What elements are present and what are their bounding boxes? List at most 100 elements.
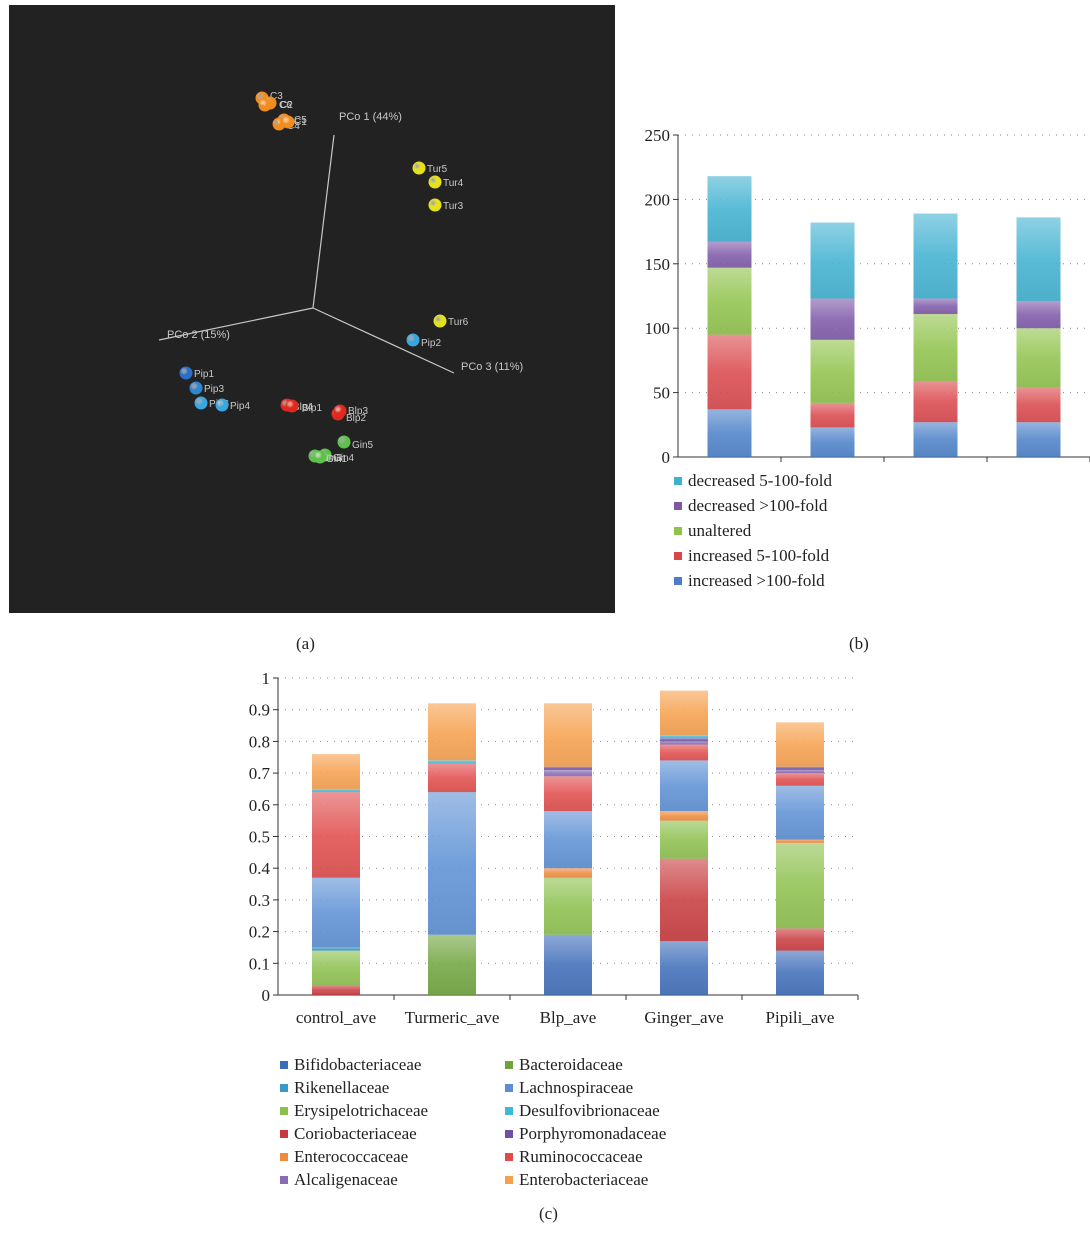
- fold-change-panel: 050100150200250TurmericGingerBlack peppe…: [620, 90, 1090, 630]
- legend-label: decreased >100-fold: [688, 495, 828, 515]
- bar-segment-shade: [707, 176, 752, 242]
- bar-segment-shade: [707, 267, 752, 335]
- bar-segment-shade: [428, 703, 476, 761]
- bar-segment-shade: [810, 339, 855, 403]
- bar-segment-shade: [707, 409, 752, 457]
- legend-swatch: [674, 576, 682, 585]
- bar-segment-shade: [544, 776, 592, 812]
- pcoa-axis-label: PCo 1 (44%): [339, 111, 402, 123]
- legend-label: Lachnospiraceae: [519, 1077, 634, 1097]
- pcoa-point-label: Tur5: [427, 164, 448, 175]
- x-tick-label: Black pepper: [890, 468, 980, 470]
- pcoa-point-tur6: [433, 314, 447, 328]
- pcoa-point-tur5: [412, 161, 426, 175]
- legend-label: increased 5-100-fold: [688, 545, 830, 565]
- pcoa-point-tur3: [428, 198, 442, 212]
- bar-segment-shade: [428, 934, 476, 995]
- pcoa-point-pip1: [179, 366, 193, 380]
- bar-segment-shade: [1016, 217, 1061, 302]
- x-tick-label: control_ave: [296, 1008, 376, 1027]
- bar-segment-shade: [660, 744, 708, 761]
- pcoa-point-label: Tur6: [448, 317, 469, 328]
- y-tick-label: 1: [262, 669, 271, 688]
- bar-segment-shade: [544, 868, 592, 878]
- y-tick-label: 0.6: [249, 796, 270, 815]
- y-tick-label: 0.7: [249, 764, 271, 783]
- legend-label: Coriobacteriaceae: [294, 1123, 417, 1143]
- bar-segment-shade: [312, 877, 360, 948]
- panel-label-c: (c): [539, 1204, 558, 1223]
- bar-segment-shade: [312, 792, 360, 878]
- bar-segment-shade: [428, 763, 476, 793]
- legend-swatch: [280, 1175, 288, 1184]
- bar-segment-shade: [776, 773, 824, 786]
- family-abundance-panel: 0 0.1 0.2 0.3 0.4 0.5 0.6 0.7 0.8 0.9 1 control_ave…: [230, 665, 880, 1225]
- bar-segment-shade: [1016, 422, 1061, 457]
- bar-segment-shade: [1016, 328, 1061, 388]
- bar-segment-shade: [1016, 387, 1061, 423]
- legend-item: Bacteroidaceae: [505, 1053, 745, 1076]
- legend-swatch: [280, 1060, 288, 1069]
- legend-item: decreased >100-fold: [674, 493, 832, 518]
- pcoa-axis-label: PCo 2 (15%): [167, 329, 230, 341]
- pcoa-point-label: C6: [279, 100, 292, 111]
- legend-label: Porphyromonadaceae: [519, 1123, 667, 1143]
- legend-swatch: [280, 1083, 288, 1092]
- pcoa-axis-line: [312, 134, 335, 309]
- legend-swatch: [280, 1152, 288, 1161]
- legend-item: unaltered: [674, 518, 832, 543]
- pcoa-point-gin5: [337, 435, 351, 449]
- x-tick-label: Turmeric_ave: [405, 1008, 500, 1027]
- y-tick-label: 100: [645, 319, 671, 338]
- legend-swatch: [280, 1106, 288, 1115]
- family-abundance-chart: 0 0.1 0.2 0.3 0.4 0.5 0.6 0.7 0.8 0.9 1 control_ave…: [249, 669, 859, 1027]
- legend-swatch: [505, 1106, 513, 1115]
- x-tick-label: Pipili_ave: [766, 1008, 835, 1027]
- bar-segment-shade: [810, 298, 855, 340]
- pcoa-point-label: Pip4: [230, 401, 250, 412]
- bar-segment-shade: [913, 422, 958, 457]
- y-tick-label: 0.4: [249, 859, 271, 878]
- legend-label: Rikenellaceae: [294, 1077, 390, 1097]
- x-tick-label: pipli: [1023, 468, 1054, 470]
- legend-item: Ruminococcaceae: [505, 1145, 745, 1168]
- legend-item: Desulfovibrionaceae: [505, 1099, 745, 1122]
- pcoa-point-label: Gin5: [352, 440, 374, 451]
- bar-segment-shade: [776, 769, 824, 774]
- pcoa-point-blp3: [333, 404, 347, 418]
- legend-item: increased >100-fold: [674, 568, 832, 593]
- bar-segment-shade: [707, 241, 752, 268]
- bar-segment-shade: [913, 314, 958, 382]
- bar-segment-shade: [913, 298, 958, 315]
- pcoa-point-gin1: [313, 450, 327, 464]
- bar-segment-shade: [312, 788, 360, 793]
- legend-label: Enterobacteriaceae: [519, 1169, 649, 1189]
- pcoa-point-label: Gin1: [326, 454, 348, 465]
- legend-item: Porphyromonadaceae: [505, 1122, 745, 1145]
- legend-item: Enterococcaceae: [280, 1145, 505, 1168]
- legend-swatch: [674, 476, 682, 485]
- legend-label: decreased 5-100-fold: [688, 470, 832, 490]
- legend-swatch: [505, 1083, 513, 1092]
- legend-item: Bifidobacteriaceae: [280, 1053, 505, 1076]
- bar-segment-shade: [544, 703, 592, 767]
- family-abundance-legend: Bifidobacteriaceae Rikenellaceae Erysipelo…: [280, 1053, 745, 1191]
- bar-segment-shade: [913, 213, 958, 299]
- legend-swatch: [674, 526, 682, 535]
- legend-item: Coriobacteriaceae: [280, 1122, 505, 1145]
- legend-swatch: [505, 1129, 513, 1138]
- bar-segment-shade: [660, 820, 708, 859]
- bar-segment-shade: [913, 381, 958, 423]
- bar-segment-shade: [312, 950, 360, 986]
- bar-segment-shade: [544, 934, 592, 995]
- bar-segment-shade: [810, 402, 855, 428]
- pcoa-point-label: C2: [280, 100, 293, 111]
- bar-segment-shade: [776, 839, 824, 843]
- bar-segment-shade: [1016, 301, 1061, 329]
- pcoa-point-pip2: [406, 333, 420, 347]
- legend-item: Enterobacteriaceae: [505, 1168, 745, 1191]
- bar-segment-shade: [776, 950, 824, 995]
- pcoa-point-label: Tur4: [443, 178, 464, 189]
- x-tick-label: Blp_ave: [540, 1008, 597, 1027]
- pcoa-point-c6: [258, 98, 272, 112]
